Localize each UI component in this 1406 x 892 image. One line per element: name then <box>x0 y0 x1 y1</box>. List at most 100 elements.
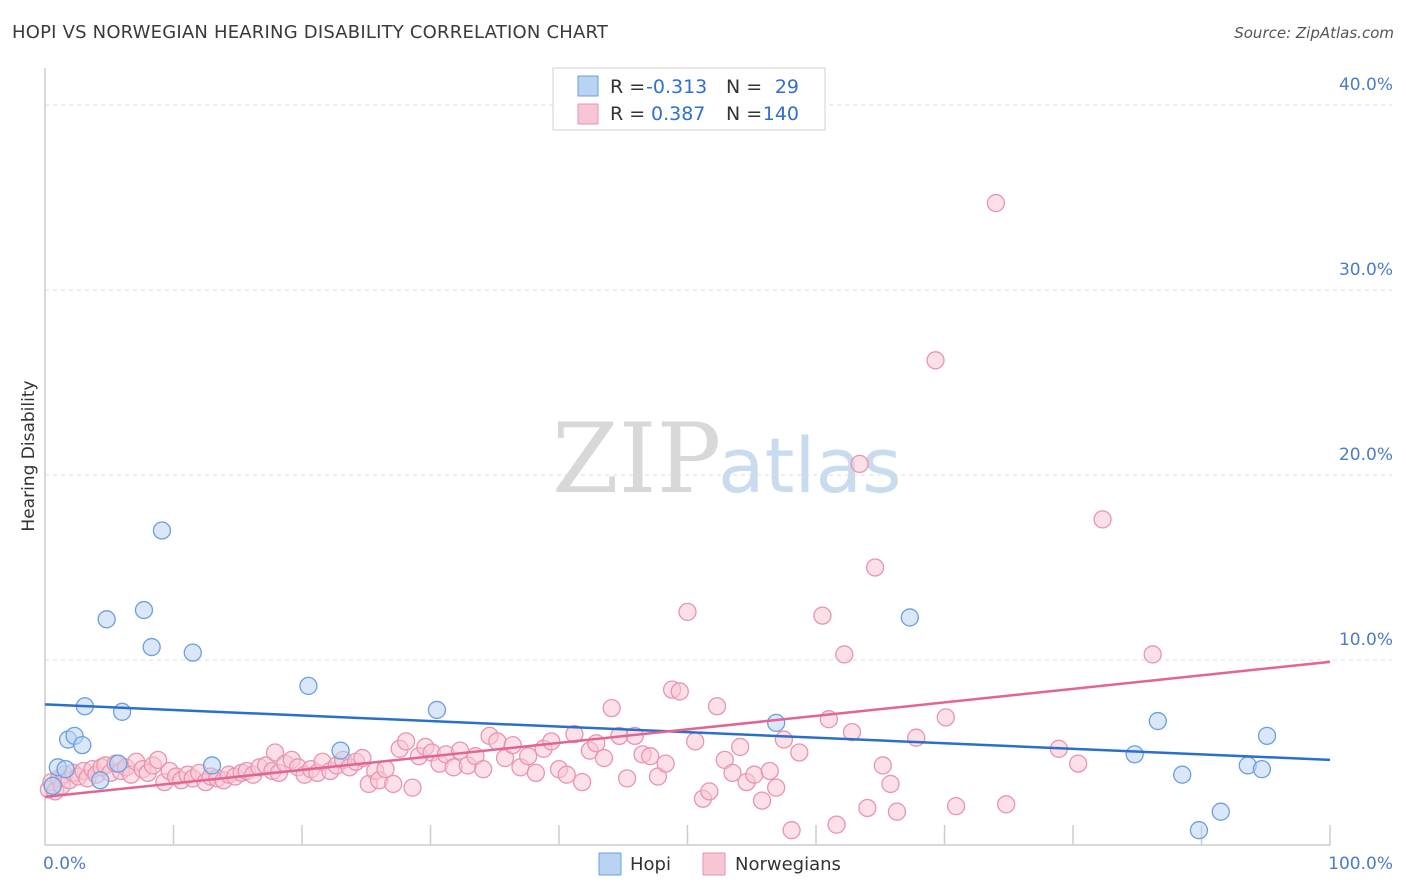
nor-point-85 <box>542 732 561 751</box>
nor-point-137 <box>1068 754 1088 773</box>
nor-point-131 <box>926 351 945 370</box>
y-tick-label-30: 30.0% <box>1339 260 1393 280</box>
hopi-point-8 <box>97 610 116 629</box>
hopi-point-24 <box>1189 821 1209 840</box>
nor-point-121 <box>827 815 846 834</box>
nor-point-130 <box>907 728 926 747</box>
nor-point-114 <box>760 761 779 781</box>
hopi-point-28 <box>1257 726 1277 745</box>
nor-point-24 <box>148 750 168 770</box>
nor-point-63 <box>384 774 403 794</box>
nor-point-106 <box>700 782 719 801</box>
hopi-point-23 <box>1173 765 1192 784</box>
watermark: ZIP atlas <box>552 403 902 515</box>
legend-r-value-hopi: -0.313 <box>646 76 707 98</box>
legend-n-label-hopi: N = <box>726 76 762 98</box>
y-tick-label-20: 20.0% <box>1339 445 1393 465</box>
legend-r-label-nor: R = <box>610 103 645 125</box>
nor-point-93 <box>602 698 621 718</box>
bottom-legend-label-nor: Norwegians <box>735 854 841 875</box>
nor-point-89 <box>572 772 592 792</box>
nor-point-110 <box>731 737 750 757</box>
norwegians-points <box>39 193 1162 840</box>
nor-point-117 <box>782 821 801 840</box>
y-tick-layer: 10.0% 20.0% 30.0% 40.0% <box>1339 75 1393 650</box>
hopi-point-11 <box>134 600 154 620</box>
hopi-point-14 <box>183 643 202 662</box>
bottom-legend-swatch-hopi <box>598 852 622 876</box>
y-tick-label-40: 40.0% <box>1339 75 1393 95</box>
hopi-point-10 <box>112 702 132 721</box>
nor-point-103 <box>678 602 697 622</box>
nor-point-102 <box>670 682 689 701</box>
nor-point-138 <box>1093 510 1112 529</box>
nor-point-129 <box>887 802 907 821</box>
nor-point-139 <box>1143 645 1162 664</box>
hopi-point-2 <box>56 760 75 779</box>
hopi-point-20 <box>900 608 919 627</box>
nor-point-66 <box>403 778 422 797</box>
nor-point-107 <box>707 697 727 716</box>
nor-point-82 <box>519 747 538 766</box>
hopi-point-27 <box>1252 760 1272 779</box>
legend-n-value-nor: 140 <box>763 103 799 125</box>
nor-point-83 <box>526 763 546 782</box>
hopi-point-7 <box>91 771 110 790</box>
nor-point-118 <box>790 743 809 762</box>
grid-layer <box>45 104 1392 661</box>
nor-point-128 <box>881 774 900 794</box>
hopi-point-22 <box>1148 711 1167 731</box>
nor-point-126 <box>865 558 885 577</box>
nor-point-119 <box>813 606 832 625</box>
legend-r-label-hopi: R = <box>610 76 645 98</box>
nor-point-135 <box>997 795 1016 814</box>
nor-point-127 <box>873 756 892 775</box>
watermark-atlas: atlas <box>718 421 902 510</box>
y-axis-title: Hearing Disability <box>19 380 39 531</box>
x-tick-label-min: 0.0% <box>43 854 86 874</box>
nor-point-92 <box>594 748 614 768</box>
hopi-points <box>43 521 1277 840</box>
hopi-point-25 <box>1211 802 1230 821</box>
watermark-zip: ZIP <box>552 403 721 515</box>
hopi-point-0 <box>43 776 62 795</box>
nor-point-87 <box>557 765 576 784</box>
hopi-point-12 <box>142 637 161 657</box>
nor-point-78 <box>488 732 507 751</box>
bottom-legend-swatch-nor <box>702 852 726 876</box>
chart-source: Source: ZipAtlas.com <box>1234 24 1394 42</box>
hopi-point-16 <box>299 676 318 696</box>
nor-point-115 <box>767 778 786 797</box>
nor-point-109 <box>723 763 742 782</box>
nor-point-125 <box>858 798 877 818</box>
y-tick-label-10: 10.0% <box>1339 630 1393 650</box>
legend-r-value-nor: 0.387 <box>651 103 705 125</box>
nor-point-122 <box>835 645 854 664</box>
x-tick-label-max: 100.0% <box>1328 854 1393 874</box>
nor-point-65 <box>396 732 416 751</box>
correlation-legend: R = -0.313 N = 29 R = 0.387 N = 140 <box>552 67 826 131</box>
legend-swatch-nor <box>577 103 599 125</box>
legend-n-value-hopi: 29 <box>775 76 799 98</box>
nor-point-116 <box>774 730 794 749</box>
legend-n-label-nor: N = <box>726 103 762 125</box>
nor-point-76 <box>474 760 493 779</box>
nor-point-95 <box>617 769 637 788</box>
nor-trend-line <box>44 660 1331 799</box>
nor-point-134 <box>986 193 1006 213</box>
chart-title: HOPI VS NORWEGIAN HEARING DISABILITY COR… <box>12 22 609 43</box>
nor-point-98 <box>641 747 660 766</box>
hopi-point-13 <box>152 521 172 540</box>
hopi-point-18 <box>427 700 447 720</box>
nor-point-123 <box>842 723 862 742</box>
nor-point-104 <box>686 732 705 751</box>
hopi-point-15 <box>202 756 222 775</box>
nor-point-113 <box>752 791 772 810</box>
series-legend: Hopi Norwegians <box>598 852 841 876</box>
hopi-point-21 <box>1125 745 1144 764</box>
trend-lines <box>44 660 1331 799</box>
nor-point-132 <box>936 708 955 727</box>
legend-swatch-hopi <box>577 75 599 97</box>
nor-point-112 <box>745 765 764 784</box>
